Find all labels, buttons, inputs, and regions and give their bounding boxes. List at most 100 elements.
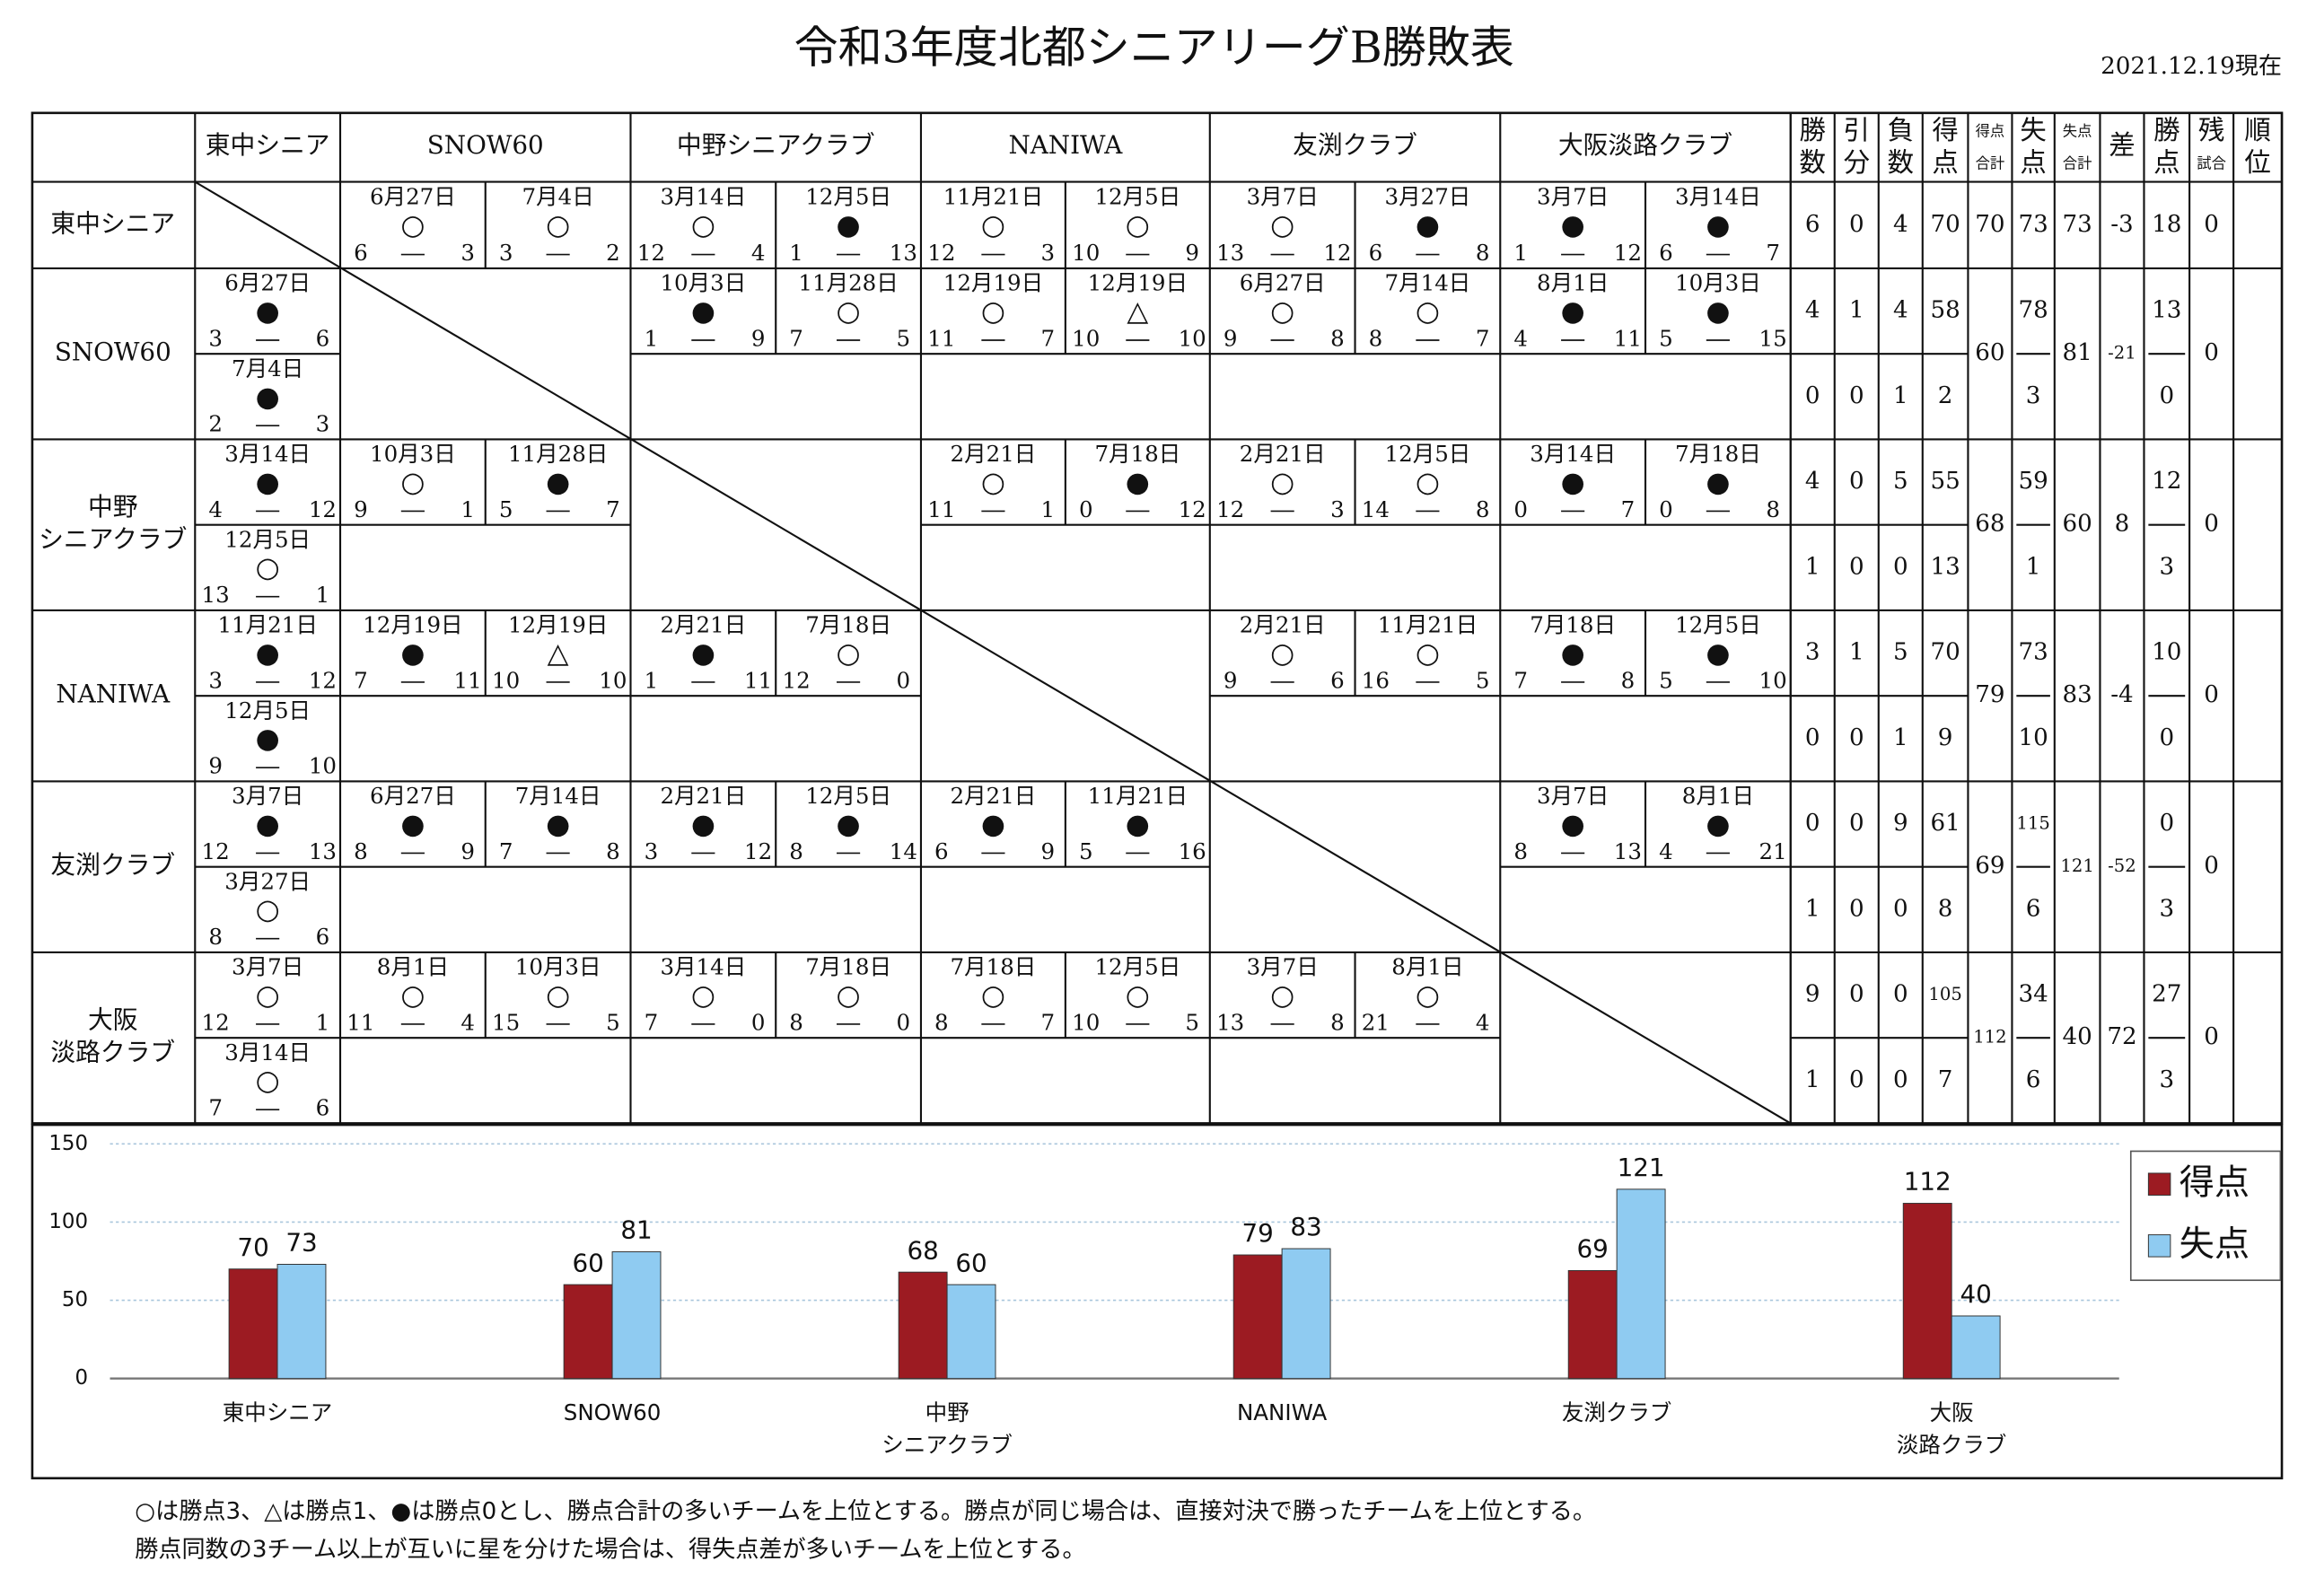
- game-result: ●: [1706, 209, 1730, 241]
- stat-value: 1: [1893, 382, 1908, 409]
- game-date: 3月27日: [1385, 183, 1471, 209]
- game-date: 2月21日: [660, 612, 746, 638]
- game-result: ○: [691, 209, 715, 241]
- score-against: 9: [460, 838, 475, 864]
- game-result: ●: [1561, 209, 1585, 241]
- game-result: ●: [1561, 808, 1585, 840]
- game-result: ●: [1706, 637, 1730, 670]
- game-result: ○: [546, 979, 570, 1012]
- score-for: 9: [1224, 325, 1238, 351]
- score-for: 3: [499, 240, 513, 266]
- game-date: 11月21日: [943, 183, 1043, 209]
- game-date: 3月14日: [660, 954, 746, 980]
- score-against: 12: [744, 838, 772, 864]
- bar: [1232, 1254, 1283, 1380]
- score-for: 9: [1224, 667, 1238, 693]
- score-for: 5: [1079, 838, 1093, 864]
- game-result: ○: [981, 467, 1005, 499]
- score-against: 12: [1323, 240, 1351, 266]
- game-result: ●: [1126, 467, 1150, 499]
- score-against: 1: [460, 496, 475, 522]
- game-result: ○: [837, 637, 861, 670]
- score-against: 10: [599, 667, 627, 693]
- game-result: ○: [1416, 295, 1440, 328]
- stat-value: 69: [1975, 853, 2004, 880]
- score-for: 12: [637, 240, 665, 266]
- sheet-title: 令和3年度北都シニアリーグB勝敗表: [794, 22, 1514, 74]
- bar: [276, 1263, 327, 1380]
- value-label: 60: [955, 1248, 987, 1277]
- game-date: 6月27日: [370, 783, 456, 809]
- stat-value: 34: [2018, 981, 2048, 1008]
- score-against: 1: [316, 1009, 330, 1035]
- score-for: 11: [346, 1009, 374, 1035]
- game-result: △: [548, 637, 569, 670]
- score-for: 8: [934, 1009, 949, 1035]
- note: ○は勝点3、△は勝点1、●は勝点0とし、勝点合計の多いチームを上位とする。勝点が…: [135, 1498, 1596, 1525]
- stat-value: 8: [2115, 511, 2130, 538]
- stat-value: 1: [1805, 553, 1820, 580]
- stat-header: 点: [2020, 147, 2046, 178]
- score-for: 12: [927, 240, 955, 266]
- game-result: ○: [1126, 209, 1150, 241]
- stat-header: 負: [1888, 115, 1914, 145]
- stat-value: 8: [1938, 895, 1953, 922]
- game-date: 3月14日: [224, 1039, 311, 1065]
- game-date: 11月21日: [217, 612, 317, 638]
- game-date: 6月27日: [1240, 270, 1326, 296]
- score-for: 6: [934, 838, 949, 864]
- stat-value: 0: [2159, 724, 2174, 751]
- game-result: ○: [400, 979, 425, 1012]
- score-against: 7: [1621, 496, 1636, 522]
- stat-value: 6: [2026, 1066, 2041, 1093]
- score-for: 11: [927, 325, 955, 351]
- game-date: 10月3日: [370, 441, 456, 467]
- score-for: 2: [208, 411, 223, 437]
- score-against: 12: [309, 496, 337, 522]
- stat-value: 3: [2159, 895, 2174, 922]
- stat-value: 0: [2204, 211, 2219, 238]
- column-header: 大阪淡路クラブ: [1558, 130, 1732, 160]
- game-result: ●: [256, 295, 280, 328]
- game-result: ●: [1561, 467, 1585, 499]
- bar: [1616, 1188, 1666, 1380]
- game-result: ●: [400, 808, 425, 840]
- game-result: ○: [256, 1065, 280, 1097]
- game-date: 8月1日: [377, 954, 449, 980]
- stat-value: 18: [2152, 211, 2181, 238]
- legend-label: 得点: [2180, 1163, 2250, 1204]
- stat-header: 差: [2109, 129, 2135, 160]
- score-for: 8: [208, 924, 223, 950]
- row-team: SNOW60: [55, 338, 171, 367]
- x-tick-label: シニアクラブ: [881, 1432, 1013, 1458]
- stat-value: 9: [1805, 981, 1820, 1008]
- score-against: 6: [316, 924, 330, 950]
- stat-value: 6: [2026, 895, 2041, 922]
- score-against: 8: [1766, 496, 1780, 522]
- game-date: 11月28日: [508, 441, 608, 467]
- game-date: 12月19日: [943, 270, 1043, 296]
- game-date: 3月7日: [1247, 183, 1319, 209]
- stat-value: 4: [1805, 468, 1820, 495]
- stat-value: 0: [2204, 1023, 2219, 1050]
- score-for: 7: [208, 1095, 223, 1121]
- stat-value: 6: [1805, 211, 1820, 238]
- game-date: 7月4日: [522, 183, 594, 209]
- stat-header: 数: [1888, 147, 1914, 178]
- stat-header: 点: [2153, 147, 2180, 178]
- score-for: 12: [202, 1009, 230, 1035]
- stat-value: 70: [1930, 211, 1960, 238]
- game-date: 3月7日: [232, 783, 303, 809]
- stat-value: 72: [2107, 1023, 2136, 1050]
- score-against: 7: [1476, 325, 1490, 351]
- stat-value: -21: [2108, 343, 2136, 364]
- stat-value: 5: [1893, 639, 1908, 666]
- game-result: ●: [1416, 209, 1440, 241]
- row-team: NANIWA: [56, 680, 171, 709]
- score-for: 5: [1659, 325, 1673, 351]
- game-date: 2月21日: [660, 783, 746, 809]
- score-against: 12: [309, 667, 337, 693]
- chart-border: [31, 1123, 2284, 1480]
- game-result: ●: [691, 808, 715, 840]
- score-against: 3: [316, 411, 330, 437]
